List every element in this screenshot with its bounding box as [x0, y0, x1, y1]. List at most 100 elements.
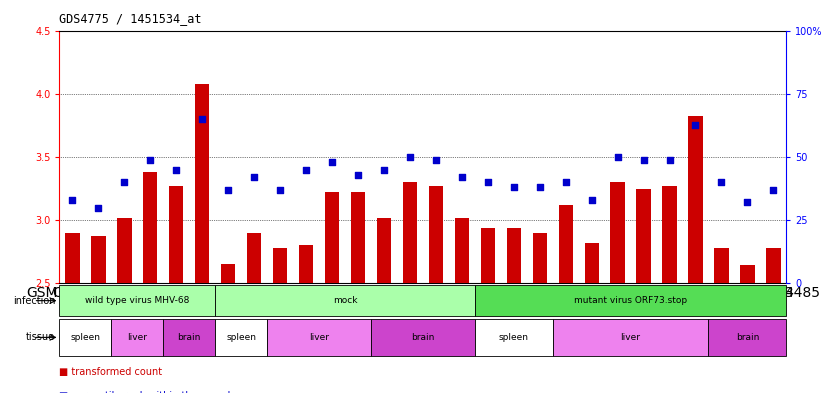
Point: [585, 197, 598, 203]
Bar: [637, 189, 651, 283]
Bar: [112, 208, 137, 283]
Point: [66, 197, 79, 203]
Text: liver: liver: [620, 333, 641, 342]
Point: [767, 187, 780, 193]
Bar: [195, 84, 209, 283]
Text: brain: brain: [736, 333, 759, 342]
Bar: [221, 264, 235, 283]
Bar: [767, 248, 781, 283]
Bar: [371, 319, 475, 356]
Text: tissue: tissue: [26, 332, 55, 342]
Bar: [59, 208, 85, 283]
Bar: [59, 31, 786, 283]
Text: mock: mock: [333, 296, 358, 305]
Bar: [216, 208, 241, 283]
Point: [741, 199, 754, 206]
Bar: [216, 285, 475, 316]
Bar: [429, 186, 443, 283]
Bar: [319, 208, 345, 283]
Bar: [533, 233, 547, 283]
Bar: [169, 186, 183, 283]
Bar: [267, 208, 293, 283]
Text: wild type virus MHV-68: wild type virus MHV-68: [85, 296, 189, 305]
Bar: [709, 208, 734, 283]
Point: [559, 179, 572, 185]
Bar: [65, 233, 79, 283]
Bar: [247, 233, 261, 283]
Bar: [371, 208, 397, 283]
Point: [430, 156, 443, 163]
Bar: [481, 228, 495, 283]
Bar: [662, 186, 676, 283]
Bar: [164, 208, 189, 283]
Point: [533, 184, 546, 191]
Bar: [59, 319, 112, 356]
Text: spleen: spleen: [70, 333, 101, 342]
Bar: [585, 243, 599, 283]
Point: [144, 156, 157, 163]
Bar: [734, 208, 761, 283]
Bar: [299, 245, 313, 283]
Bar: [506, 228, 521, 283]
Bar: [189, 208, 216, 283]
Bar: [553, 208, 579, 283]
Bar: [164, 319, 216, 356]
Point: [714, 179, 728, 185]
Bar: [714, 248, 729, 283]
Text: liver: liver: [127, 333, 147, 342]
Text: ■ transformed count: ■ transformed count: [59, 367, 163, 377]
Text: ■ percentile rank within the sample: ■ percentile rank within the sample: [59, 391, 237, 393]
Point: [689, 121, 702, 128]
Bar: [377, 218, 392, 283]
Point: [221, 187, 235, 193]
Bar: [423, 208, 449, 283]
Bar: [610, 182, 624, 283]
Bar: [216, 319, 267, 356]
Bar: [143, 172, 158, 283]
Bar: [558, 205, 573, 283]
Bar: [293, 208, 319, 283]
Bar: [740, 265, 755, 283]
Bar: [475, 285, 786, 316]
Bar: [688, 116, 703, 283]
Bar: [605, 208, 630, 283]
Point: [637, 156, 650, 163]
Text: GDS4775 / 1451534_at: GDS4775 / 1451534_at: [59, 12, 202, 25]
Bar: [475, 208, 501, 283]
Bar: [91, 237, 106, 283]
Point: [92, 204, 105, 211]
Text: liver: liver: [309, 333, 329, 342]
Point: [663, 156, 676, 163]
Bar: [351, 193, 365, 283]
Point: [507, 184, 520, 191]
Bar: [709, 319, 786, 356]
Point: [273, 187, 287, 193]
Bar: [454, 218, 469, 283]
Text: spleen: spleen: [226, 333, 256, 342]
Point: [611, 154, 624, 160]
Point: [325, 159, 339, 165]
Bar: [657, 208, 682, 283]
Bar: [59, 285, 216, 316]
Bar: [579, 208, 605, 283]
Bar: [345, 208, 371, 283]
Bar: [501, 208, 527, 283]
Point: [248, 174, 261, 180]
Point: [403, 154, 416, 160]
Bar: [267, 319, 371, 356]
Bar: [85, 208, 112, 283]
Point: [377, 167, 391, 173]
Text: spleen: spleen: [499, 333, 529, 342]
Bar: [553, 319, 709, 356]
Text: brain: brain: [411, 333, 434, 342]
Bar: [137, 208, 164, 283]
Bar: [397, 208, 423, 283]
Bar: [241, 208, 267, 283]
Bar: [117, 218, 131, 283]
Point: [455, 174, 468, 180]
Text: mutant virus ORF73.stop: mutant virus ORF73.stop: [574, 296, 687, 305]
Bar: [325, 193, 339, 283]
Bar: [761, 208, 786, 283]
Bar: [403, 182, 417, 283]
Point: [196, 116, 209, 123]
